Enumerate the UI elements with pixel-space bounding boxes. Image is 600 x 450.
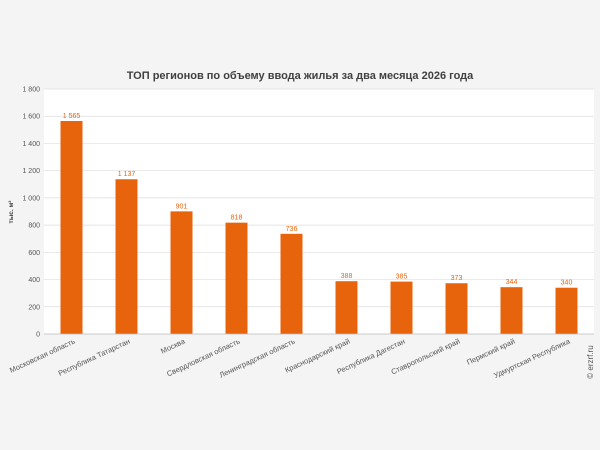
- y-tick-label: 600: [28, 250, 40, 257]
- y-tick-label: 1 600: [22, 114, 40, 121]
- bar: [335, 281, 358, 334]
- y-tick-label: 400: [28, 277, 40, 284]
- y-axis-label: тыс. м²: [8, 200, 15, 224]
- data-label: 388: [341, 273, 353, 280]
- bar: [445, 283, 468, 334]
- bar: [280, 233, 303, 334]
- y-tick-label: 800: [28, 223, 40, 230]
- y-tick-label: 200: [28, 304, 40, 311]
- data-label: 1 565: [63, 113, 81, 120]
- bar: [225, 222, 248, 334]
- data-labels: 1 565 1 137 901 818 736 388 385 373 344 340: [63, 113, 573, 287]
- y-tick-label: 1 400: [22, 141, 40, 148]
- y-tick-label: 1 000: [22, 195, 40, 202]
- bars: [60, 120, 578, 334]
- bar: [170, 211, 193, 334]
- data-label: 818: [231, 215, 243, 222]
- bar: [390, 281, 413, 334]
- bar: [555, 287, 578, 334]
- y-tick-label: 1 800: [22, 87, 40, 94]
- data-label: 736: [286, 226, 298, 233]
- credit-text: © erzrf.ru: [586, 345, 595, 378]
- y-tick-label: 1 200: [22, 168, 40, 175]
- data-label: 385: [396, 274, 408, 281]
- data-label: 340: [561, 280, 573, 287]
- data-label: 901: [176, 203, 188, 210]
- data-label: 1 137: [118, 171, 136, 178]
- chart-title: ТОП регионов по объему ввода жилья за дв…: [127, 70, 474, 82]
- data-label: 344: [506, 279, 518, 286]
- data-label: 373: [451, 275, 463, 282]
- y-tick-label: 0: [36, 332, 40, 339]
- bar: [500, 287, 523, 334]
- bar: [115, 179, 138, 334]
- bar: [60, 120, 83, 334]
- y-axis-ticks: 0 200 400 600 800 1 000 1 200 1 400 1 600 1 800: [22, 87, 40, 339]
